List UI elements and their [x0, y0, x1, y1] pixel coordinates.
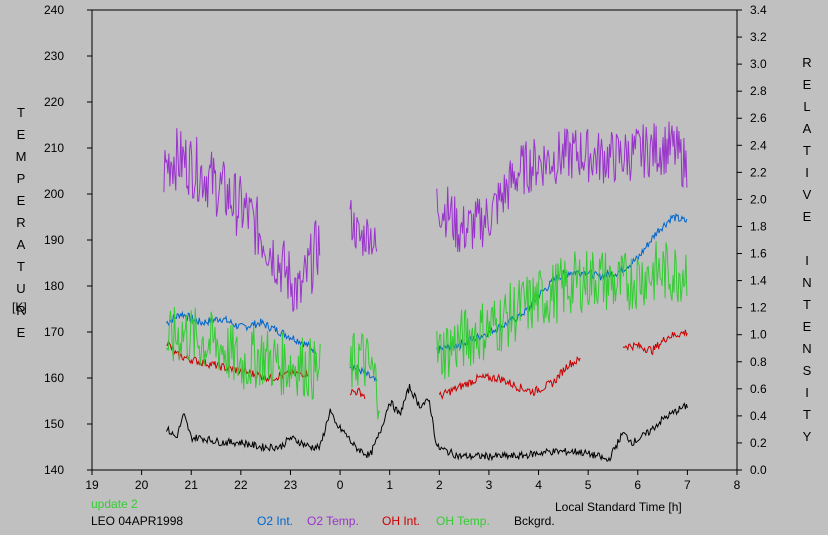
y-right-tick-label: 3.2: [750, 30, 767, 44]
series-line-oh-temp: [436, 241, 688, 380]
x-tick-label: 0: [337, 478, 344, 492]
x-tick-label: 22: [234, 478, 248, 492]
series-line-oh-temp: [349, 332, 381, 420]
y-left-tick-label: 150: [44, 417, 64, 431]
y-right-tick-label: 0.2: [750, 436, 767, 450]
y-right-tick-label: 0.6: [750, 382, 767, 396]
update-note: update 2: [91, 497, 138, 511]
x-tick-label: 7: [684, 478, 691, 492]
y-right-tick-label: 1.2: [750, 301, 767, 315]
series-line-o2-temp: [436, 121, 688, 252]
series-line-oh-int: [622, 329, 688, 356]
y-right-tick-label: 1.6: [750, 247, 767, 261]
x-tick-label: 2: [436, 478, 443, 492]
y-right-tick-label: 0.0: [750, 463, 767, 477]
x-tick-label: 23: [284, 478, 298, 492]
y-right-tick-label: 1.8: [750, 219, 767, 233]
y-right-tick-label: 2.4: [750, 138, 767, 152]
legend-o2-temp: O2 Temp.: [307, 514, 359, 528]
x-tick-label: 4: [535, 478, 542, 492]
x-tick-label: 21: [185, 478, 199, 492]
legend-bckgrd: Bckgrd.: [514, 514, 555, 528]
y-right-tick-label: 3.4: [750, 3, 767, 17]
y-left-tick-label: 180: [44, 279, 64, 293]
x-tick-label: 5: [585, 478, 592, 492]
y-right-tick-label: 2.2: [750, 165, 767, 179]
y-left-tick-label: 240: [44, 3, 64, 17]
x-tick-label: 19: [85, 478, 99, 492]
y-left-tick-label: 210: [44, 141, 64, 155]
x-tick-label: 20: [135, 478, 149, 492]
y-left-tick-label: 170: [44, 325, 64, 339]
plot-frame: [91, 9, 738, 471]
y-left-tick-label: 200: [44, 187, 64, 201]
y-right-tick-label: 0.8: [750, 355, 767, 369]
series-line-oh-temp: [165, 306, 321, 400]
y-left-tick-label: 230: [44, 49, 64, 63]
x-tick-label: 1: [386, 478, 393, 492]
y-right-tick-label: 2.0: [750, 192, 767, 206]
x-axis-label: Local Standard Time [h]: [555, 500, 682, 514]
y-left-tick-label: 190: [44, 233, 64, 247]
series-line-o2-int: [166, 310, 316, 354]
y-left-unit: [K]: [12, 300, 27, 314]
legend-oh-int: OH Int.: [382, 514, 421, 528]
series-line-oh-int: [349, 387, 366, 400]
y-right-tick-label: 1.4: [750, 274, 767, 288]
series-line-o2-temp: [349, 199, 378, 256]
y-right-tick-label: 3.0: [750, 57, 767, 71]
y-right-tick-label: 0.4: [750, 409, 767, 423]
station-note: LEO 04APR1998: [91, 514, 184, 528]
legend-oh-temp: OH Temp.: [436, 514, 490, 528]
series-line-o2-temp: [163, 128, 321, 312]
y-right-tick-label: 1.0: [750, 328, 767, 342]
y-left-tick-label: 220: [44, 95, 64, 109]
x-tick-label: 6: [634, 478, 641, 492]
legend-o2-int: O2 Int.: [257, 514, 294, 528]
x-tick-label: 3: [486, 478, 493, 492]
y-left-tick-label: 160: [44, 371, 64, 385]
series-line-bckgrd: [165, 383, 688, 462]
x-tick-label: 8: [734, 478, 741, 492]
series-line-oh-int: [438, 355, 581, 400]
y-left-tick-label: 140: [44, 463, 64, 477]
y-right-tick-label: 2.6: [750, 111, 767, 125]
y-right-tick-label: 2.8: [750, 84, 767, 98]
